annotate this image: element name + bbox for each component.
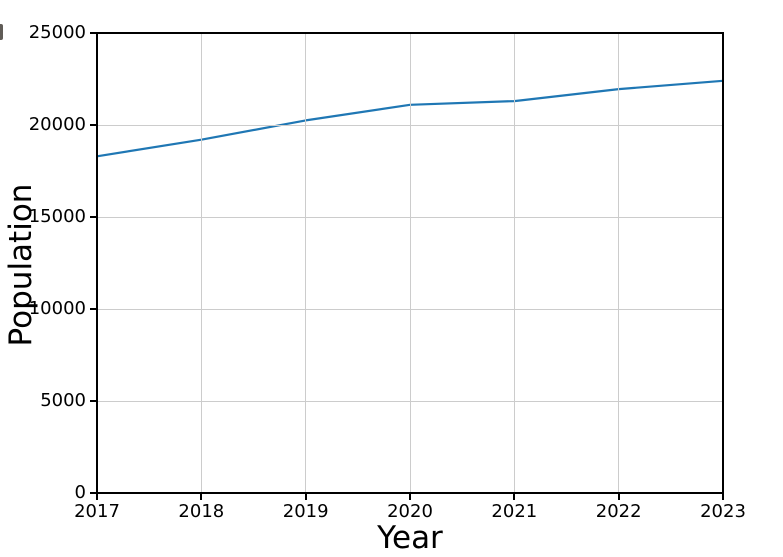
x-tick-mark	[409, 493, 411, 500]
x-tick-mark	[722, 493, 724, 500]
y-tick-mark	[90, 400, 97, 402]
y-tick-mark	[90, 32, 97, 34]
y-tick-label: 0	[74, 482, 86, 503]
y-axis-label: Population	[3, 183, 39, 347]
x-axis-label: Year	[377, 520, 443, 556]
y-tick-mark	[90, 216, 97, 218]
x-tick-label: 2017	[74, 501, 120, 522]
x-gridline	[305, 33, 307, 493]
x-tick-label: 2023	[700, 501, 746, 522]
x-tick-label: 2021	[491, 501, 538, 522]
y-gridline	[97, 124, 723, 126]
x-tick-label: 2020	[387, 501, 433, 522]
y-tick-label: 15000	[28, 206, 86, 227]
x-tick-mark	[200, 493, 203, 500]
y-tick-mark	[90, 308, 97, 310]
y-gridline	[97, 308, 723, 310]
y-gridline	[97, 216, 723, 218]
plot-area	[96, 33, 724, 493]
x-gridline	[618, 33, 620, 493]
x-gridline	[513, 33, 515, 493]
y-tick-label: 25000	[28, 22, 86, 43]
screen-edge-artifact	[0, 24, 3, 40]
x-tick-mark	[617, 493, 620, 500]
x-tick-label: 2019	[282, 501, 329, 522]
x-tick-mark	[96, 493, 98, 500]
y-tick-mark	[90, 124, 97, 126]
y-tick-label: 10000	[28, 298, 86, 319]
x-gridline	[409, 33, 411, 493]
y-gridline	[97, 400, 723, 402]
x-tick-label: 2018	[178, 501, 225, 522]
y-tick-label: 5000	[40, 390, 86, 411]
y-tick-mark	[90, 492, 97, 494]
x-tick-label: 2022	[595, 501, 642, 522]
x-gridline	[200, 33, 202, 493]
y-tick-label: 20000	[28, 114, 86, 135]
x-tick-mark	[513, 493, 516, 500]
x-tick-mark	[304, 493, 307, 500]
